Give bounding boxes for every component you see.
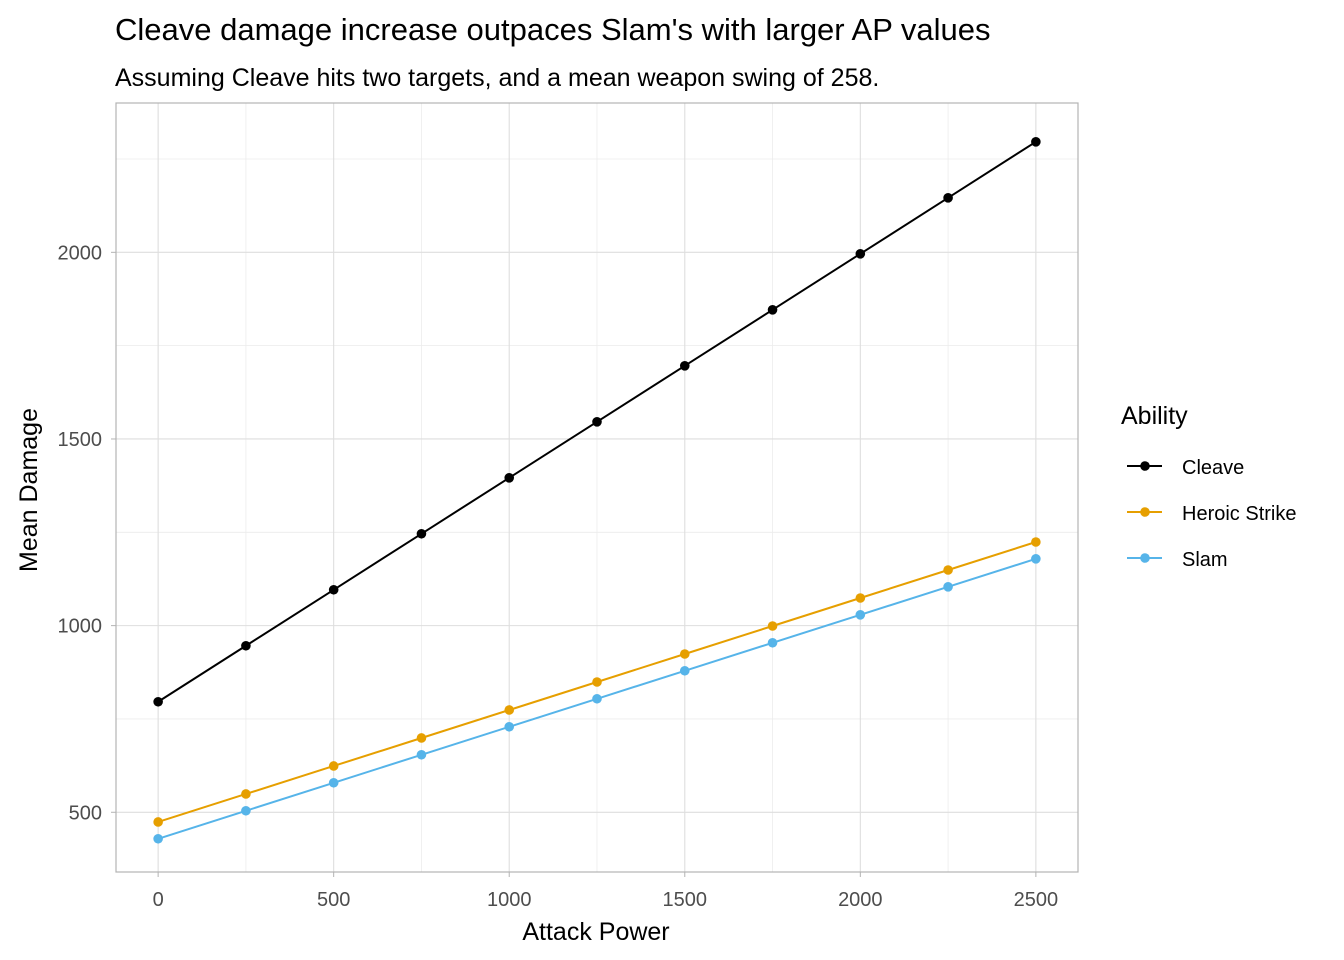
y-tick-label: 1500 bbox=[58, 429, 103, 451]
data-point-heroic-strike bbox=[416, 733, 427, 743]
y-axis-ticks: 500 1000 1500 2000 bbox=[58, 242, 116, 824]
data-point-cleave bbox=[504, 472, 515, 483]
x-axis-title: Attack Power bbox=[522, 918, 669, 946]
x-tick-label: 500 bbox=[317, 889, 350, 911]
data-point-cleave bbox=[855, 249, 866, 259]
x-tick-label: 2000 bbox=[838, 889, 883, 911]
x-tick-label: 1500 bbox=[663, 889, 708, 911]
data-point-slam bbox=[1031, 554, 1041, 564]
data-point-heroic-strike bbox=[328, 761, 339, 771]
data-point-heroic-strike bbox=[767, 621, 778, 631]
legend-label: Slam bbox=[1182, 549, 1228, 571]
data-point-cleave bbox=[592, 416, 602, 427]
data-point-cleave bbox=[1031, 137, 1041, 147]
data-point-heroic-strike bbox=[153, 817, 163, 827]
y-tick-label: 500 bbox=[69, 802, 102, 824]
data-point-heroic-strike bbox=[679, 649, 690, 659]
data-point-slam bbox=[416, 749, 427, 760]
data-point-heroic-strike bbox=[943, 565, 953, 575]
data-point-cleave bbox=[943, 193, 953, 203]
data-point-slam bbox=[679, 665, 690, 676]
y-axis-title: Mean Damage bbox=[15, 408, 43, 572]
legend-label: Heroic Strike bbox=[1182, 503, 1296, 525]
plot-panel-border bbox=[115, 102, 1079, 873]
minor-grid bbox=[116, 103, 1078, 872]
data-point-heroic-strike bbox=[592, 677, 602, 687]
x-axis-ticks: 0 500 1000 1500 2000 2500 bbox=[153, 872, 1059, 911]
series-layer bbox=[153, 137, 1041, 844]
data-point-cleave bbox=[153, 696, 163, 707]
data-point-heroic-strike bbox=[504, 705, 515, 715]
data-point-slam bbox=[153, 833, 163, 844]
chart-title: Cleave damage increase outpaces Slam's w… bbox=[115, 12, 991, 47]
data-point-cleave bbox=[416, 528, 427, 539]
data-point-cleave bbox=[241, 640, 251, 651]
x-tick-label: 1000 bbox=[487, 889, 532, 911]
legend-title: Ability bbox=[1121, 402, 1188, 430]
data-point-slam bbox=[943, 581, 953, 592]
chart-subtitle: Assuming Cleave hits two targets, and a … bbox=[115, 64, 879, 92]
legend-item-cleave: Cleave bbox=[1127, 457, 1244, 479]
data-point-slam bbox=[328, 777, 339, 788]
data-point-heroic-strike bbox=[241, 789, 251, 799]
legend-item-slam: Slam bbox=[1127, 549, 1228, 571]
y-tick-label: 1000 bbox=[58, 616, 103, 638]
legend-item-heroic-strike: Heroic Strike bbox=[1127, 503, 1296, 525]
legend-key-point bbox=[1140, 461, 1150, 471]
data-point-slam bbox=[592, 693, 602, 704]
series-slam bbox=[153, 554, 1041, 844]
x-tick-label: 2500 bbox=[1014, 889, 1059, 911]
legend-label: Cleave bbox=[1182, 457, 1244, 479]
data-point-slam bbox=[504, 721, 515, 732]
data-point-cleave bbox=[328, 584, 339, 595]
y-tick-label: 2000 bbox=[58, 242, 103, 264]
data-point-cleave bbox=[767, 305, 778, 315]
data-point-slam bbox=[767, 637, 778, 648]
data-point-slam bbox=[855, 609, 866, 620]
series-cleave bbox=[153, 137, 1041, 707]
data-point-slam bbox=[241, 805, 251, 816]
major-grid bbox=[116, 103, 1078, 872]
legend-key-point bbox=[1140, 553, 1150, 563]
legend: Ability Cleave Heroic Strike Slam bbox=[1121, 402, 1296, 571]
x-tick-label: 0 bbox=[153, 889, 164, 911]
legend-key-point bbox=[1140, 507, 1150, 517]
data-point-heroic-strike bbox=[1031, 537, 1041, 547]
data-point-cleave bbox=[679, 361, 690, 371]
data-point-heroic-strike bbox=[855, 593, 866, 603]
series-heroic-strike bbox=[153, 537, 1041, 827]
